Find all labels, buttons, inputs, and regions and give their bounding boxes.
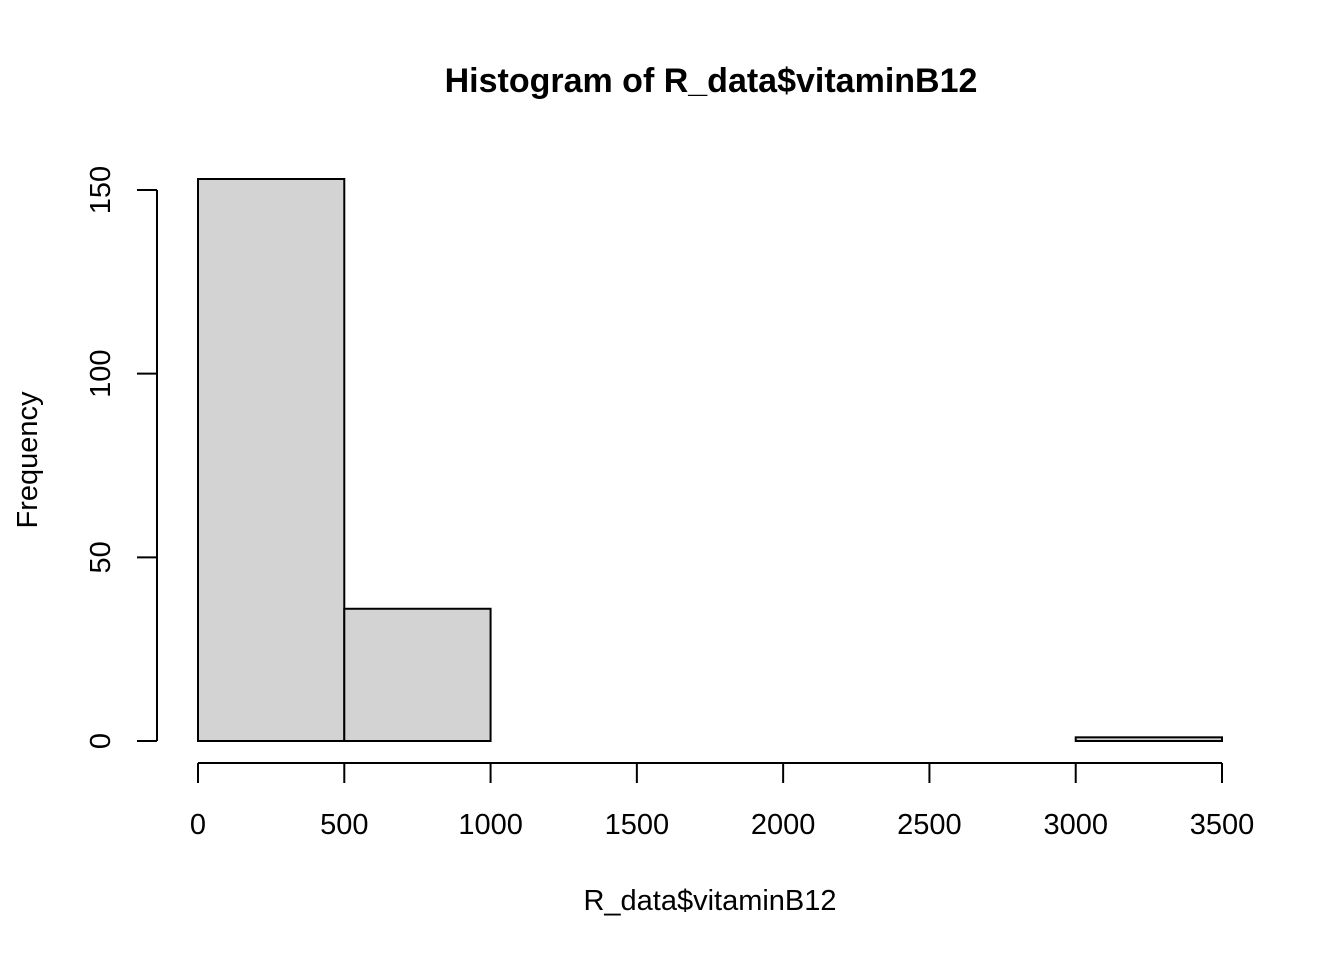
histogram-bar-0 [197,178,346,742]
x-tick-label-1000: 1000 [458,809,523,841]
y-axis: 0 50 100 150 [85,166,158,749]
x-tick-label-0: 0 [190,809,206,841]
histogram-bar-6 [1074,736,1223,742]
y-tick-label-150: 150 [85,166,117,214]
y-tick-label-50: 50 [85,541,117,573]
x-tick-label-2500: 2500 [897,809,962,841]
x-tick-label-3000: 3000 [1043,809,1108,841]
bars-group [197,178,1223,742]
y-tick-label-100: 100 [85,349,117,397]
x-tick-label-2000: 2000 [751,809,816,841]
x-tick-label-500: 500 [320,809,368,841]
x-tick-label-1500: 1500 [605,809,670,841]
x-tick-label-3500: 3500 [1190,809,1255,841]
y-tick-label-0: 0 [85,733,117,749]
chart-title: Histogram of R_data$vitaminB12 [445,62,978,100]
histogram-bar-1 [343,607,492,742]
y-axis-label: Frequency [12,391,44,529]
x-axis: 0 500 1000 1500 2000 2500 3000 3500 [190,762,1255,841]
x-axis-label: R_data$vitaminB12 [583,885,836,917]
